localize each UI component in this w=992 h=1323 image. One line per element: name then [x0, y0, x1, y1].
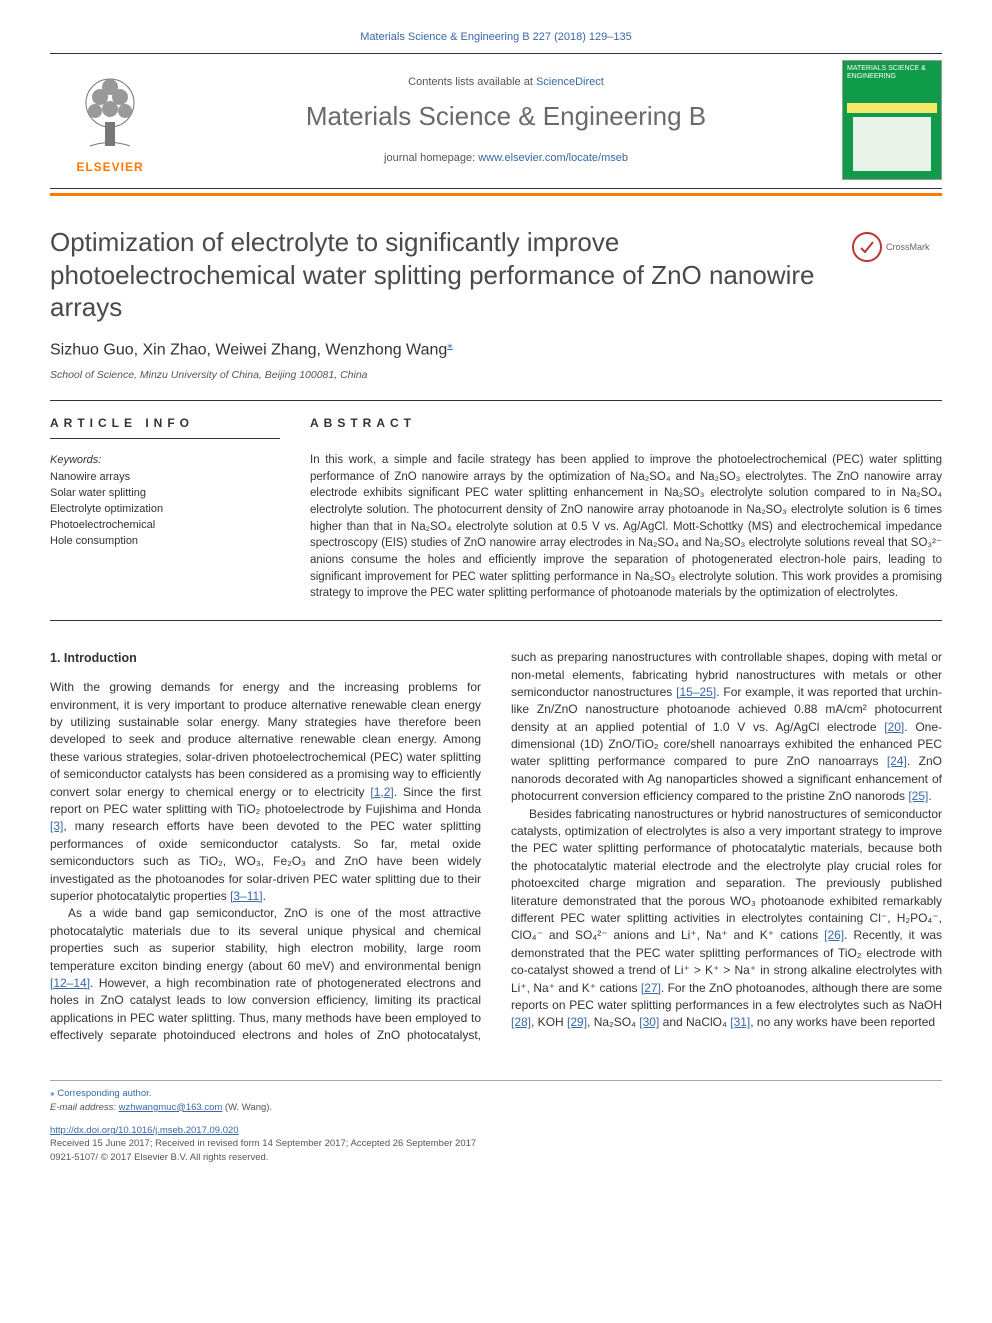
- body-text: , Na₂SO₄: [587, 1015, 639, 1029]
- email-label: E-mail address:: [50, 1102, 119, 1113]
- contents-prefix: Contents lists available at: [408, 76, 536, 88]
- email-line: E-mail address: wzhwangmuc@163.com (W. W…: [50, 1101, 942, 1114]
- article-info-column: ARTICLE INFO Keywords: Nanowire arrays S…: [50, 415, 280, 602]
- body-paragraph: With the growing demands for energy and …: [50, 679, 481, 905]
- citation-meta: Materials Science & Engineering B 227 (2…: [50, 30, 942, 45]
- body-text: Besides fabricating nanostructures or hy…: [511, 807, 942, 943]
- doi-link[interactable]: http://dx.doi.org/10.1016/j.mseb.2017.09…: [50, 1125, 239, 1136]
- sciencedirect-link[interactable]: ScienceDirect: [536, 76, 604, 88]
- publisher-block: ELSEVIER: [50, 65, 170, 176]
- keywords-label: Keywords:: [50, 453, 280, 468]
- keyword-item: Electrolyte optimization: [50, 502, 280, 518]
- corresponding-author-marker[interactable]: ⁎: [447, 339, 453, 351]
- crossmark-label: CrossMark: [886, 241, 930, 254]
- journal-homepage-line: journal homepage: www.elsevier.com/locat…: [180, 151, 832, 166]
- ref-link[interactable]: [31]: [730, 1015, 750, 1029]
- body-paragraph: Besides fabricating nanostructures or hy…: [511, 806, 942, 1032]
- ref-link[interactable]: [26]: [824, 928, 844, 942]
- received-dates: Received 15 June 2017; Received in revis…: [50, 1137, 942, 1150]
- body-text: , KOH: [531, 1015, 567, 1029]
- journal-header: ELSEVIER Contents lists available at Sci…: [50, 53, 942, 189]
- publisher-label: ELSEVIER: [76, 159, 143, 176]
- article-info-heading: ARTICLE INFO: [50, 415, 280, 439]
- body-text: , no any works have been reported: [750, 1015, 935, 1029]
- keywords-list: Nanowire arrays Solar water splitting El…: [50, 470, 280, 550]
- journal-title: Materials Science & Engineering B: [180, 98, 832, 134]
- ref-link[interactable]: [20]: [884, 720, 904, 734]
- crossmark-badge[interactable]: CrossMark: [852, 232, 942, 262]
- ref-link[interactable]: [24]: [887, 754, 907, 768]
- keyword-item: Solar water splitting: [50, 486, 280, 502]
- abstract-text: In this work, a simple and facile strate…: [310, 452, 942, 602]
- journal-homepage-link[interactable]: www.elsevier.com/locate/mseb: [478, 152, 628, 164]
- body-text: .: [928, 789, 931, 803]
- ref-link[interactable]: [12–14]: [50, 976, 90, 990]
- elsevier-tree-icon: [70, 65, 150, 155]
- body-text: With the growing demands for energy and …: [50, 680, 481, 798]
- crossmark-icon: [852, 232, 882, 262]
- cover-title-text: MATERIALS SCIENCE & ENGINEERING: [847, 65, 937, 80]
- ref-link[interactable]: [1,2]: [370, 785, 393, 799]
- email-suffix: (W. Wang).: [222, 1102, 272, 1113]
- ref-link[interactable]: [25]: [908, 789, 928, 803]
- body-text: and NaClO₄: [659, 1015, 730, 1029]
- keyword-item: Photoelectrochemical: [50, 518, 280, 534]
- body-two-column: 1. Introduction With the growing demands…: [50, 649, 942, 1044]
- body-text: .: [263, 889, 266, 903]
- ref-link[interactable]: [30]: [639, 1015, 659, 1029]
- copyright-line: 0921-5107/ © 2017 Elsevier B.V. All righ…: [50, 1151, 942, 1164]
- affiliation: School of Science, Minzu University of C…: [50, 368, 942, 383]
- authors-names: Sizhuo Guo, Xin Zhao, Weiwei Zhang, Wenz…: [50, 341, 447, 358]
- authors-line: Sizhuo Guo, Xin Zhao, Weiwei Zhang, Wenz…: [50, 338, 942, 362]
- ref-link[interactable]: [27]: [641, 981, 661, 995]
- contents-available-line: Contents lists available at ScienceDirec…: [180, 75, 832, 90]
- keyword-item: Hole consumption: [50, 534, 280, 550]
- corresponding-author-note: ⁎ Corresponding author.: [50, 1087, 942, 1100]
- ref-link[interactable]: [3–11]: [230, 889, 262, 903]
- journal-cover-thumbnail: MATERIALS SCIENCE & ENGINEERING: [842, 60, 942, 180]
- ref-link[interactable]: [28]: [511, 1015, 531, 1029]
- section-heading-introduction: 1. Introduction: [50, 649, 481, 667]
- email-link[interactable]: wzhwangmuc@163.com: [119, 1102, 223, 1113]
- accent-divider: [50, 193, 942, 196]
- article-title: Optimization of electrolyte to significa…: [50, 226, 832, 324]
- abstract-column: ABSTRACT In this work, a simple and faci…: [310, 415, 942, 602]
- keyword-item: Nanowire arrays: [50, 470, 280, 486]
- ref-link[interactable]: [3]: [50, 819, 63, 833]
- body-text: As a wide band gap semiconductor, ZnO is…: [50, 906, 481, 972]
- homepage-prefix: journal homepage:: [384, 152, 478, 164]
- ref-link[interactable]: [29]: [567, 1015, 587, 1029]
- abstract-heading: ABSTRACT: [310, 415, 942, 438]
- page-footer: ⁎ Corresponding author. E-mail address: …: [50, 1080, 942, 1163]
- corr-label: ⁎ Corresponding author.: [50, 1088, 151, 1099]
- ref-link[interactable]: [15–25]: [676, 685, 716, 699]
